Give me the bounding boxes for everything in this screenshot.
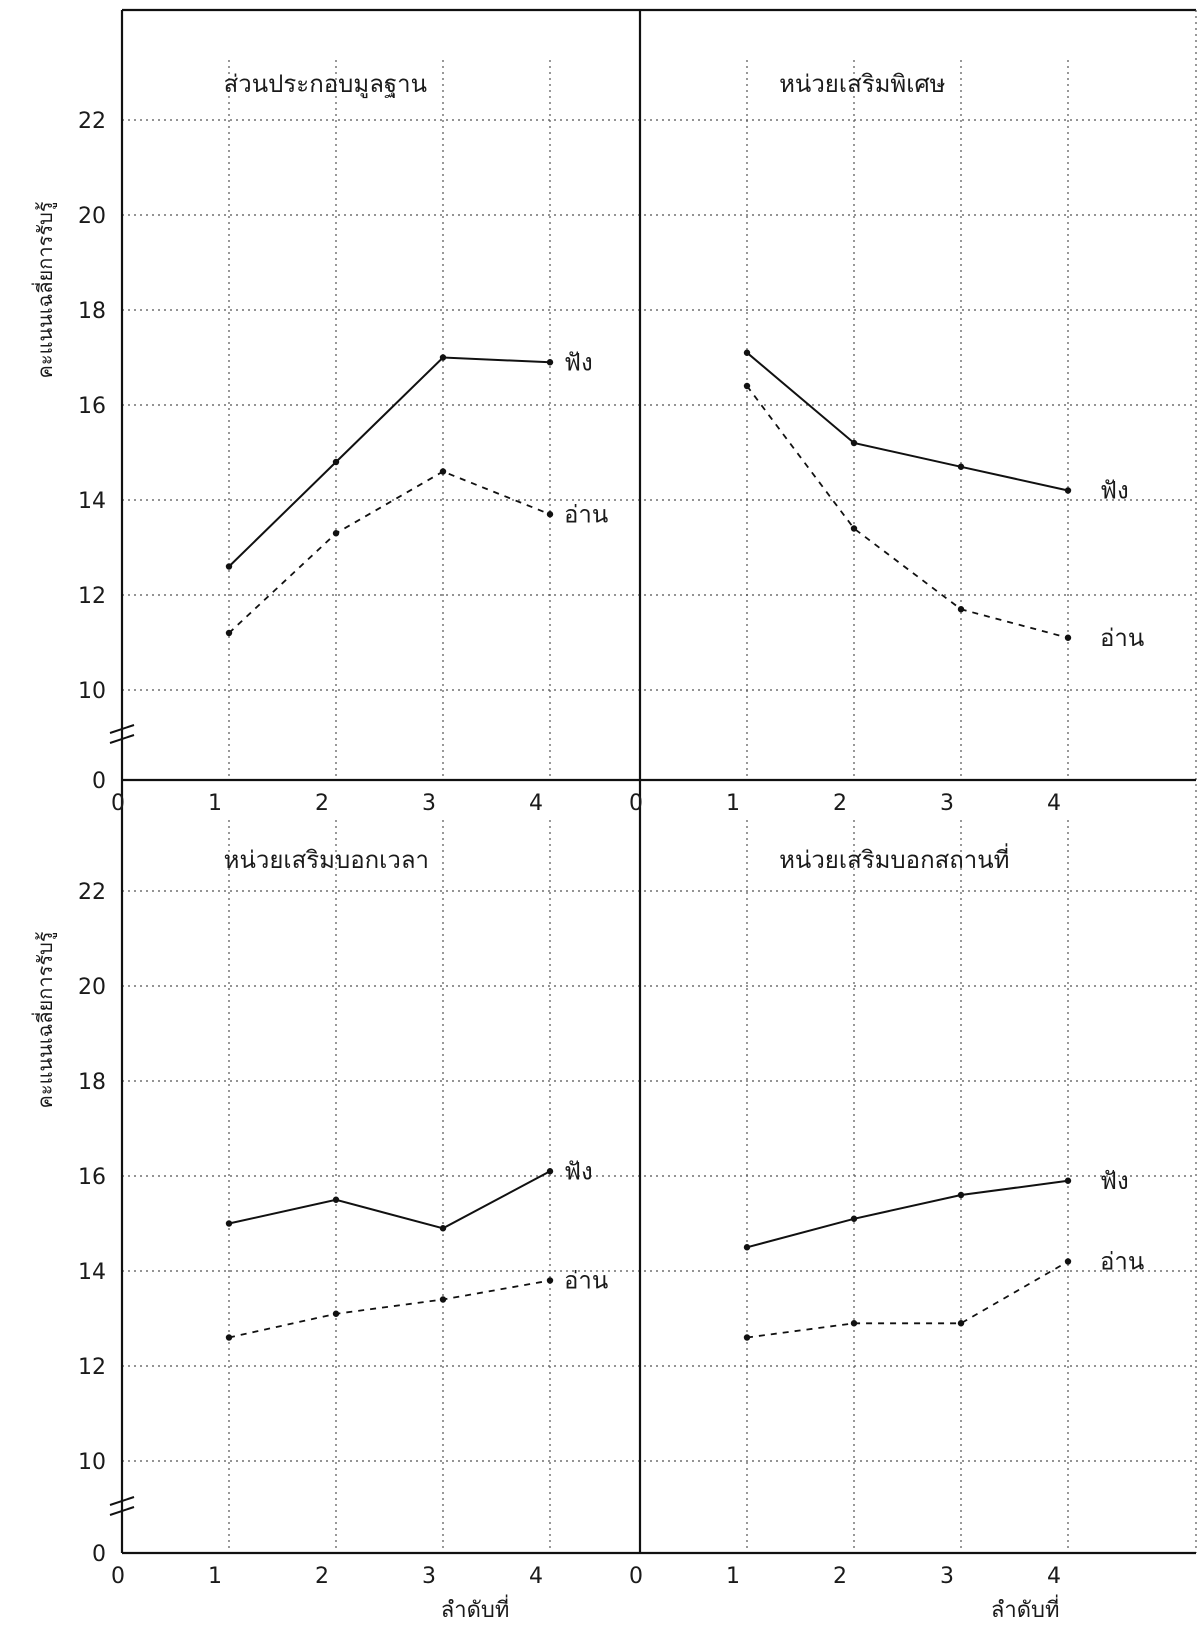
data-point	[957, 463, 965, 470]
data-point	[1064, 1177, 1072, 1184]
y-tick-label: 22	[78, 880, 106, 905]
x-tick-label: 4	[1047, 791, 1061, 816]
x-axis-label: ลำดับที่	[991, 1594, 1060, 1623]
data-point	[850, 525, 858, 532]
y-tick-label: 10	[78, 1450, 106, 1475]
y-tick-label: 12	[78, 584, 106, 609]
x-tick-label: 1	[208, 1564, 222, 1589]
x-tick-label: 1	[726, 1564, 740, 1589]
series-line-listen	[746, 1179, 1069, 1249]
y-tick-label: 0	[92, 1542, 106, 1567]
x-tick-label: 2	[315, 1564, 329, 1589]
data-point	[1064, 487, 1072, 494]
y-tick-label: 20	[78, 975, 106, 1000]
series-label: อ่าน	[564, 1267, 608, 1295]
data-point	[546, 359, 554, 366]
series-label: ฟัง	[1100, 1167, 1129, 1195]
data-point	[225, 563, 233, 570]
x-tick-label: 4	[529, 1564, 543, 1589]
y-tick-label: 10	[78, 679, 106, 704]
data-point	[957, 1320, 965, 1327]
axis-break-mark	[109, 734, 135, 744]
series-line-read	[228, 1279, 551, 1339]
data-point	[439, 468, 447, 475]
x-tick-label: 3	[940, 791, 954, 816]
x-axis-label: ลำดับที่	[441, 1594, 510, 1623]
data-point	[439, 1296, 447, 1303]
data-point	[743, 349, 751, 356]
y-tick-label: 0	[92, 769, 106, 794]
series-label: ฟัง	[564, 1157, 593, 1185]
data-point	[743, 1334, 751, 1341]
data-point	[957, 606, 965, 613]
series-line-read	[228, 470, 551, 634]
data-point	[332, 530, 340, 537]
data-point	[332, 1196, 340, 1203]
series-line-read	[746, 385, 1069, 639]
x-tick-label: 0	[111, 791, 125, 816]
x-tick-label: 3	[940, 1564, 954, 1589]
y-tick-label: 20	[78, 204, 106, 229]
x-tick-label: 1	[208, 791, 222, 816]
y-tick-label: 14	[78, 1260, 106, 1285]
data-point	[332, 458, 340, 466]
data-point	[546, 511, 554, 518]
y-axis-label: คะแนนเฉลี่ยการรับรู้	[31, 931, 58, 1108]
x-tick-label: 0	[111, 1564, 125, 1589]
x-tick-label: 3	[422, 791, 436, 816]
y-tick-label: 16	[78, 394, 106, 419]
data-point	[957, 1191, 965, 1199]
x-tick-label: 2	[315, 791, 329, 816]
y-tick-label: 14	[78, 489, 106, 514]
data-point	[546, 1168, 554, 1175]
panel-title: หน่วยเสริมบอกเวลา	[224, 846, 429, 874]
series-line-read	[746, 1260, 1069, 1339]
axis-break-mark	[109, 1496, 135, 1506]
data-point	[743, 1244, 751, 1251]
data-point	[1064, 634, 1072, 641]
x-tick-label: 2	[833, 1564, 847, 1589]
y-tick-label: 18	[78, 1070, 106, 1095]
axis-break-mark	[109, 724, 135, 734]
axis-break-mark	[109, 1506, 135, 1516]
data-point	[439, 354, 447, 361]
y-tick-label: 12	[78, 1355, 106, 1380]
y-tick-label: 22	[78, 109, 106, 134]
data-point	[1064, 1258, 1072, 1265]
series-label: อ่าน	[1100, 1248, 1144, 1276]
x-tick-label: 0	[629, 1564, 643, 1589]
panel-title: หน่วยเสริมบอกสถานที่	[779, 843, 1009, 874]
panel-title: ส่วนประกอบมูลฐาน	[224, 70, 427, 99]
data-point	[850, 1320, 858, 1327]
series-label: อ่าน	[564, 500, 608, 528]
x-tick-label: 4	[529, 791, 543, 816]
x-tick-label: 3	[422, 1564, 436, 1589]
series-line-listen	[228, 356, 551, 568]
data-point	[225, 1334, 233, 1341]
series-label: อ่าน	[1100, 624, 1144, 652]
data-point	[225, 1220, 233, 1227]
y-axis-label: คะแนนเฉลี่ยการรับรู้	[31, 201, 58, 378]
y-tick-label: 16	[78, 1165, 106, 1190]
series-label: ฟัง	[1100, 477, 1129, 505]
data-point	[850, 1215, 858, 1222]
y-tick-label: 18	[78, 299, 106, 324]
x-tick-label: 2	[833, 791, 847, 816]
x-tick-label: 4	[1047, 1564, 1061, 1589]
data-point	[439, 1225, 447, 1232]
data-point	[850, 439, 858, 447]
series-line-listen	[228, 1170, 551, 1230]
data-point	[546, 1277, 554, 1284]
series-label: ฟัง	[564, 348, 593, 376]
series-line-listen	[746, 351, 1069, 492]
data-point	[743, 382, 751, 390]
data-point	[225, 629, 233, 637]
x-tick-label: 1	[726, 791, 740, 816]
x-tick-label: 0	[629, 791, 643, 816]
panel-title: หน่วยเสริมพิเศษ	[779, 70, 945, 98]
data-point	[332, 1310, 340, 1317]
